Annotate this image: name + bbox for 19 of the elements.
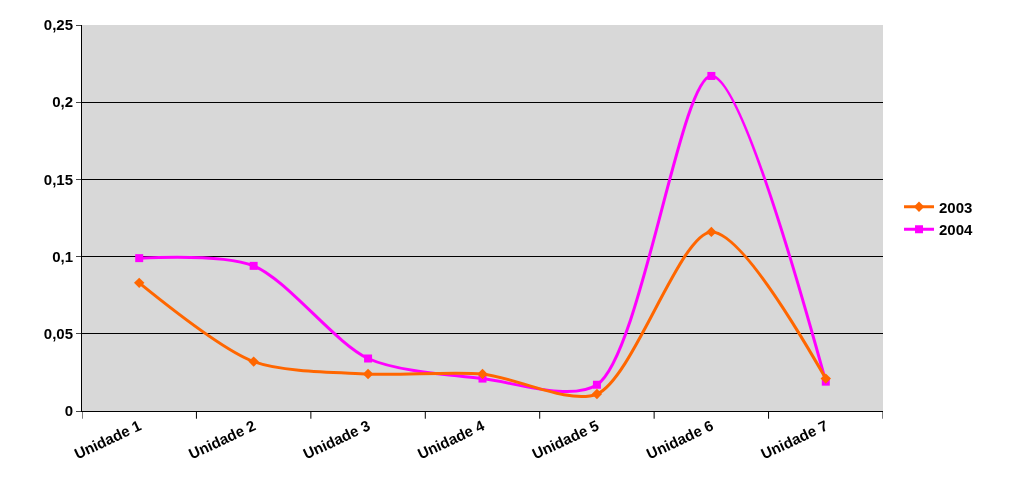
point bbox=[364, 354, 373, 363]
y-tick-label: 0,2 bbox=[52, 93, 73, 111]
point bbox=[134, 277, 145, 289]
point bbox=[706, 226, 717, 238]
point bbox=[592, 380, 601, 389]
legend-label: 2004 bbox=[939, 221, 974, 239]
y-tick-label: 0,15 bbox=[43, 170, 73, 188]
y-tick-label: 0,25 bbox=[43, 16, 73, 34]
point bbox=[135, 254, 144, 263]
y-tick-label: 0 bbox=[64, 402, 73, 420]
point bbox=[591, 388, 603, 400]
point bbox=[248, 356, 259, 367]
y-tick-label: 0,05 bbox=[43, 325, 73, 343]
point bbox=[820, 373, 831, 384]
point bbox=[707, 71, 716, 80]
point bbox=[249, 261, 258, 270]
point bbox=[477, 368, 488, 380]
legend-label: 2003 bbox=[939, 198, 973, 216]
y-tick-label: 0,1 bbox=[52, 247, 73, 265]
